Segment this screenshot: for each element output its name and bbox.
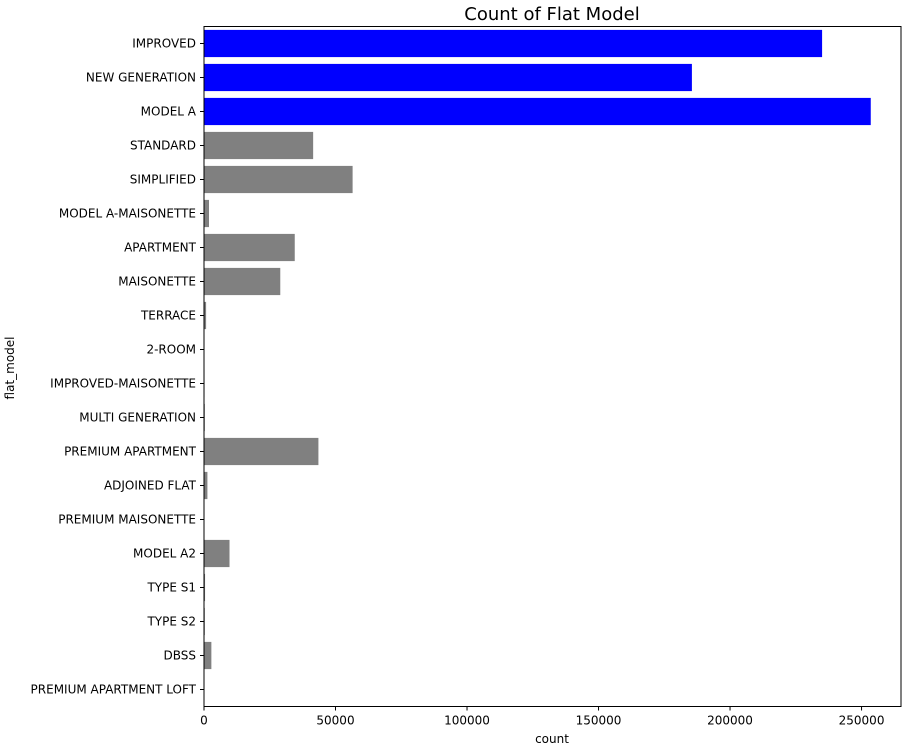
y-tick-label: TYPE S2	[146, 615, 196, 629]
y-tick-label: MODEL A-MAISONETTE	[59, 207, 196, 221]
bar	[204, 30, 822, 57]
y-tick-label: SIMPLIFIED	[130, 173, 196, 187]
y-tick-label: IMPROVED	[132, 37, 196, 51]
bar	[204, 98, 871, 125]
y-tick-label: APARTMENT	[124, 241, 197, 255]
bar	[204, 540, 230, 567]
x-tick-label: 150000	[576, 714, 622, 728]
bar	[204, 132, 313, 159]
y-tick-label: PREMIUM APARTMENT LOFT	[31, 683, 197, 697]
bar	[204, 234, 295, 261]
bar	[204, 166, 353, 193]
y-tick-label: ADJOINED FLAT	[104, 479, 197, 493]
y-tick-label: TERRACE	[140, 309, 196, 323]
bar	[204, 200, 209, 227]
chart-title: Count of Flat Model	[464, 4, 639, 25]
bar	[204, 64, 692, 91]
y-tick-label: TYPE S1	[146, 581, 196, 595]
x-tick-label: 100000	[444, 714, 490, 728]
y-axis-label: flat_model	[3, 337, 17, 400]
y-tick-label: STANDARD	[130, 139, 196, 153]
bar	[204, 268, 280, 295]
plot-frame	[204, 27, 901, 707]
x-tick-label: 50000	[316, 714, 354, 728]
x-axis-label: count	[535, 732, 569, 746]
y-tick-label: MULTI GENERATION	[79, 411, 196, 425]
bars-layer	[204, 30, 871, 703]
y-tick-label: MAISONETTE	[118, 275, 196, 289]
y-tick-label: PREMIUM MAISONETTE	[58, 513, 196, 527]
y-tick-label: IMPROVED-MAISONETTE	[50, 377, 196, 391]
y-tick-label: NEW GENERATION	[86, 71, 196, 85]
y-tick-label: DBSS	[164, 649, 197, 663]
x-tick-label: 250000	[839, 714, 885, 728]
bar	[204, 472, 207, 499]
y-tick-label: 2-ROOM	[146, 343, 196, 357]
x-axis: 0 50000 100000 150000 200000 250000	[200, 707, 884, 728]
y-tick-label: MODEL A	[141, 105, 197, 119]
bar	[204, 642, 211, 669]
y-tick-label: MODEL A2	[133, 547, 196, 561]
x-tick-label: 200000	[707, 714, 753, 728]
y-axis: IMPROVED NEW GENERATION MODEL A STANDARD SIM…	[31, 37, 204, 697]
bar	[204, 438, 318, 465]
y-tick-label: PREMIUM APARTMENT	[64, 445, 197, 459]
x-tick-label: 0	[200, 714, 208, 728]
